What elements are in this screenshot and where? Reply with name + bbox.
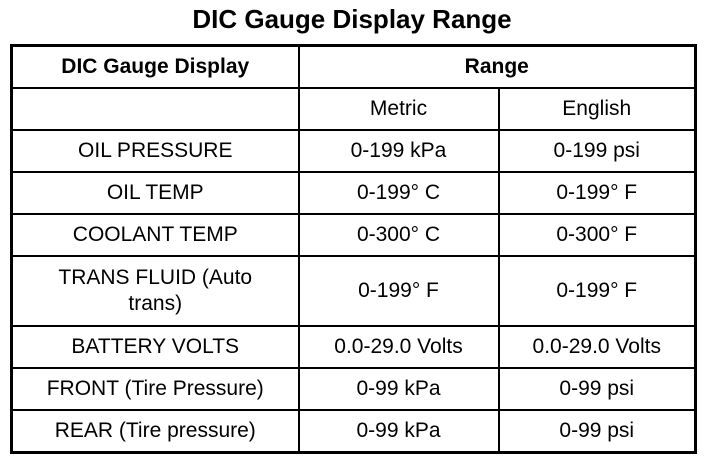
cell: 0.0-29.0 Volts: [297, 325, 500, 369]
cell: 0-199° F: [297, 255, 500, 327]
table-row: TRANS FLUID (Auto trans) 0-199° F 0-199° F: [10, 255, 697, 327]
cell: 0-199 psi: [497, 129, 697, 173]
table-body: DIC Gauge Display Range Metric English O…: [10, 44, 697, 454]
cell: 0-99 kPa: [297, 409, 500, 454]
cell: 0.0-29.0 Volts: [497, 325, 697, 369]
empty-cell: [10, 87, 300, 131]
cell: 0-99 kPa: [297, 367, 500, 411]
cell: 0-300° C: [297, 213, 500, 257]
row-label: FRONT (Tire Pressure): [10, 367, 300, 411]
table-row: COOLANT TEMP 0-300° C 0-300° F: [10, 213, 697, 257]
cell: 0-199 kPa: [297, 129, 500, 173]
row-label: TRANS FLUID (Auto trans): [10, 255, 300, 327]
table-row: BATTERY VOLTS 0.0-29.0 Volts 0.0-29.0 Volt…: [10, 325, 697, 369]
cell: 0-300° F: [497, 213, 697, 257]
column-header: Range: [297, 44, 697, 89]
range-table: DIC Gauge Display Range Metric English O…: [10, 44, 697, 454]
row-label: COOLANT TEMP: [10, 213, 300, 257]
cell: 0-199° C: [297, 171, 500, 215]
table-row: FRONT (Tire Pressure) 0-99 kPa 0-99 psi: [10, 367, 697, 411]
cell: 0-199° F: [497, 255, 697, 327]
subheader: Metric: [297, 87, 500, 131]
subheader-row: Metric English: [10, 87, 697, 131]
header-row: DIC Gauge Display Range: [10, 44, 697, 89]
row-label: OIL PRESSURE: [10, 129, 300, 173]
table-row: OIL TEMP 0-199° C 0-199° F: [10, 171, 697, 215]
cell: 0-199° F: [497, 171, 697, 215]
subheader: English: [497, 87, 697, 131]
cell: 0-99 psi: [497, 367, 697, 411]
table-row: REAR (Tire pressure) 0-99 kPa 0-99 psi: [10, 409, 697, 454]
table-row: OIL PRESSURE 0-199 kPa 0-199 psi: [10, 129, 697, 173]
title: DIC Gauge Display Range: [192, 4, 512, 34]
row-label: REAR (Tire pressure): [10, 409, 300, 454]
row-label: BATTERY VOLTS: [10, 325, 300, 369]
column-header: DIC Gauge Display: [10, 44, 300, 89]
cell: 0-99 psi: [497, 409, 697, 454]
row-label: OIL TEMP: [10, 171, 300, 215]
